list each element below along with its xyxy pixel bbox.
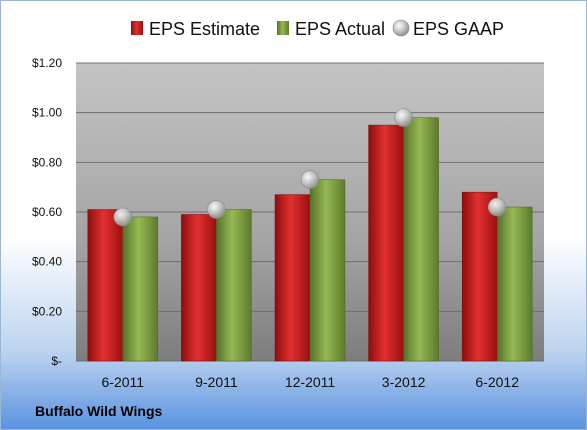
legend-label: EPS Estimate <box>149 19 260 39</box>
bars <box>87 117 533 362</box>
point-eps-gaap <box>487 197 507 217</box>
gaap-points <box>113 108 507 227</box>
bar-eps-actual <box>216 209 252 362</box>
legend-swatch-eps-actual <box>277 21 289 35</box>
company-name: Buffalo Wild Wings <box>35 403 163 419</box>
bar-eps-estimate <box>461 191 498 362</box>
y-axis-ticks: $- $0.20 $0.40 $0.60 $0.80 $1.00 $1.20 <box>32 56 62 368</box>
y-tick-label: $0.40 <box>32 255 62 269</box>
x-tick-label: 6-2011 <box>102 374 145 390</box>
legend-swatch-eps-gaap <box>392 19 410 37</box>
x-axis-labels: 6-2011 9-2011 12-2011 3-2012 6-2012 <box>102 374 520 390</box>
x-tick-label: 12-2011 <box>285 374 336 390</box>
y-tick-label: $- <box>51 354 62 368</box>
bar-eps-actual <box>122 216 159 362</box>
x-tick-label: 6-2012 <box>475 374 519 390</box>
x-tick-label: 3-2012 <box>382 374 426 390</box>
point-eps-gaap <box>207 200 226 219</box>
point-eps-gaap <box>113 207 133 227</box>
y-tick-label: $0.60 <box>32 205 62 219</box>
bar-eps-actual <box>309 179 346 362</box>
bar-eps-actual <box>403 117 439 362</box>
bar-eps-estimate <box>181 214 217 362</box>
y-tick-label: $1.20 <box>32 56 62 70</box>
y-tick-label: $1.00 <box>32 106 62 120</box>
legend-label: EPS Actual <box>295 19 385 39</box>
bar-eps-estimate <box>87 209 124 362</box>
bar-eps-estimate <box>368 124 404 362</box>
y-tick-label: $0.80 <box>32 155 62 169</box>
legend-swatch-eps-estimate <box>131 21 143 35</box>
x-tick-label: 9-2011 <box>195 374 238 390</box>
point-eps-gaap <box>394 108 413 127</box>
y-tick-label: $0.20 <box>32 304 62 318</box>
point-eps-gaap <box>300 170 320 190</box>
bar-eps-estimate <box>274 194 311 362</box>
legend: EPS Estimate EPS Actual EPS GAAP <box>131 19 504 39</box>
legend-label: EPS GAAP <box>413 19 504 39</box>
bar-eps-actual <box>496 206 533 362</box>
